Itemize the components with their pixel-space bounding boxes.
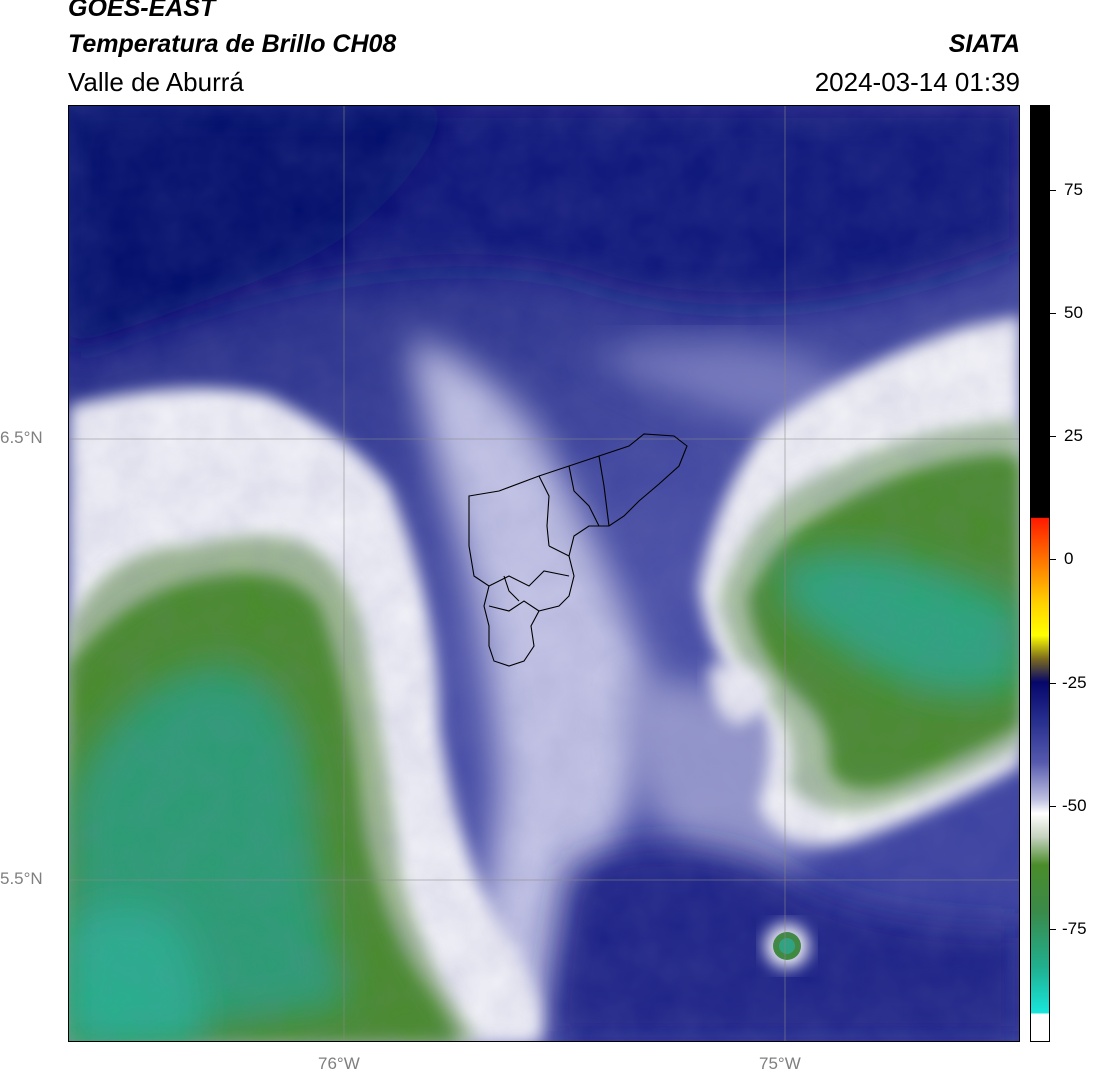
region-title: Valle de Aburrá xyxy=(68,67,244,97)
colorbar-label: -25 xyxy=(1062,673,1087,692)
colorbar-label: 50 xyxy=(1064,303,1083,322)
satellite-map xyxy=(68,105,1020,1042)
colorbar-tick xyxy=(1050,806,1056,807)
lat-label: 6.5°N xyxy=(0,428,43,447)
colorbar-tick xyxy=(1050,683,1056,684)
colorbar-tick xyxy=(1050,436,1056,437)
colorbar xyxy=(1030,105,1050,1042)
colorbar-tick xyxy=(1050,559,1056,560)
lon-label: 76°W xyxy=(318,1054,360,1073)
lat-label: 5.5°N xyxy=(0,869,43,888)
colorbar-label: -75 xyxy=(1062,919,1087,938)
colorbar-label: -50 xyxy=(1062,796,1087,815)
colorbar-tick xyxy=(1050,313,1056,314)
colorbar-tick xyxy=(1050,929,1056,930)
product-title: Temperatura de Brillo CH08 xyxy=(68,30,397,58)
org-title: SIATA xyxy=(948,30,1020,58)
colorbar-tick xyxy=(1050,190,1056,191)
colorbar-label: 25 xyxy=(1064,426,1083,445)
colorbar-label: 0 xyxy=(1064,549,1074,568)
colorbar-label: 75 xyxy=(1064,180,1083,199)
datetime-label: 2024-03-14 01:39 xyxy=(814,67,1020,97)
gridlines xyxy=(69,106,1019,1041)
source-title: GOES-EAST xyxy=(68,0,216,22)
lon-label: 75°W xyxy=(759,1054,801,1073)
brightness-temperature-field xyxy=(69,106,1019,1041)
aburra-valley-boundary xyxy=(468,433,688,667)
